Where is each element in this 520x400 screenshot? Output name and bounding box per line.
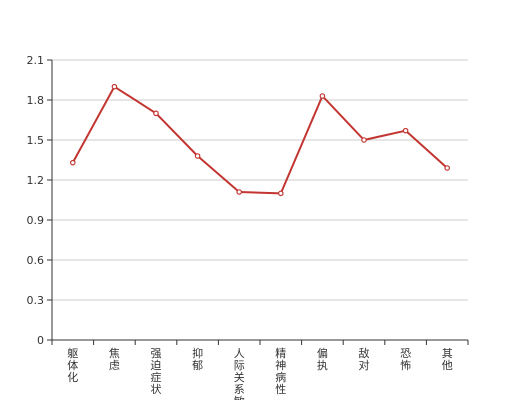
x-tick-label: 强迫症状 bbox=[151, 347, 162, 396]
y-tick-label: 2.1 bbox=[27, 54, 45, 67]
y-tick-label: 0 bbox=[37, 334, 44, 347]
axis-labels: 0 0.3 0.6 0.9 1.2 1.5 1.8 2.1 躯体化 焦虑 强迫症状 抑郁 人际关系敏感 精… bbox=[27, 54, 453, 400]
x-tick-label: 恐怖 bbox=[400, 347, 411, 372]
y-tick-label: 1.2 bbox=[27, 174, 45, 187]
x-tick-label: 抑郁 bbox=[192, 346, 203, 372]
series-line bbox=[71, 85, 448, 195]
y-tick-label: 0.6 bbox=[27, 254, 45, 267]
x-tick-label: 人际关系敏感 bbox=[234, 347, 245, 400]
x-tick-label: 其他 bbox=[442, 347, 453, 372]
data-point[interactable] bbox=[194, 153, 201, 159]
x-tick-label: 躯体化 bbox=[67, 347, 78, 384]
y-tick-label: 0.9 bbox=[27, 214, 45, 227]
data-point[interactable] bbox=[153, 110, 159, 117]
y-tick-label: 1.8 bbox=[27, 94, 45, 107]
data-point[interactable] bbox=[444, 165, 451, 171]
data-point[interactable] bbox=[236, 189, 243, 195]
data-point[interactable] bbox=[277, 190, 284, 197]
grid-lines bbox=[52, 59, 468, 301]
data-point[interactable] bbox=[70, 159, 76, 166]
x-tick-label: 精神病性 bbox=[275, 347, 286, 396]
y-tick-label: 0.3 bbox=[27, 294, 45, 307]
x-tick-label: 焦虑 bbox=[109, 347, 120, 372]
data-point[interactable] bbox=[319, 93, 326, 99]
axes bbox=[47, 59, 469, 345]
data-point[interactable] bbox=[361, 137, 367, 143]
series bbox=[70, 83, 451, 197]
x-tick-label: 偏执 bbox=[317, 346, 328, 372]
y-tick-label: 1.5 bbox=[27, 134, 45, 147]
data-point[interactable] bbox=[402, 127, 409, 134]
x-tick-label: 敌对 bbox=[359, 346, 370, 372]
data-point[interactable] bbox=[111, 83, 118, 90]
